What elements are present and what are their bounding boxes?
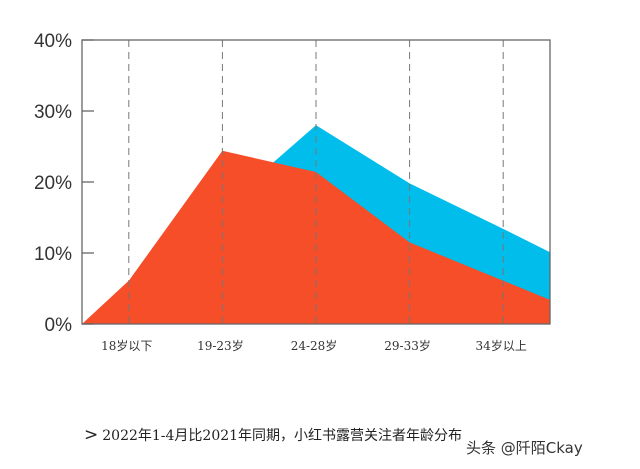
x-tick-label: 24-28岁 — [291, 338, 338, 353]
caption-text: 2022年1-4月比2021年同期，小红书露营关注者年龄分布 — [102, 428, 463, 444]
y-tick-label: 40% — [34, 31, 72, 52]
y-tick-label: 10% — [34, 244, 72, 265]
watermark: 头条 @阡陌Ckay — [466, 439, 583, 457]
y-tick-label: 30% — [34, 102, 72, 123]
x-tick-label: 18岁以下 — [101, 338, 152, 353]
x-tick-label: 34岁以上 — [476, 338, 527, 353]
caption-arrow-icon: > — [84, 425, 99, 445]
chart-caption: >2022年1-4月比2021年同期，小红书露营关注者年龄分布 — [84, 425, 462, 445]
x-tick-label: 29-33岁 — [384, 338, 431, 353]
y-tick-label: 0% — [45, 315, 73, 336]
y-tick-label: 20% — [34, 173, 72, 194]
x-tick-label: 19-23岁 — [197, 338, 244, 353]
